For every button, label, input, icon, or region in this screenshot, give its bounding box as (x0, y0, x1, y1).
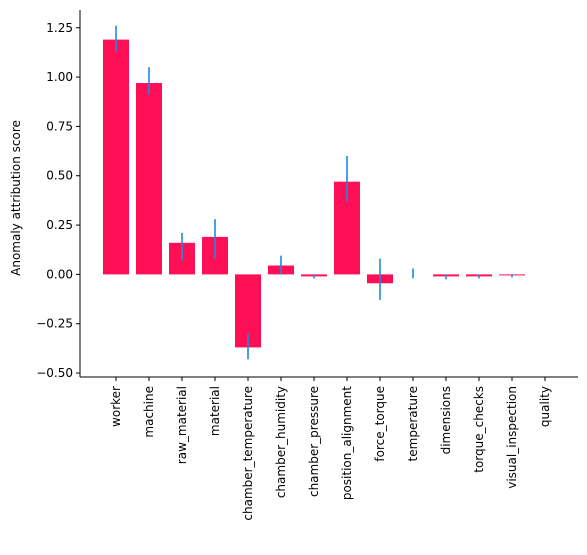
x-tick-label: chamber_temperature (241, 386, 255, 521)
x-tick-label: force_torque (373, 386, 387, 462)
x-ticks-layer: worker machine raw_material material chamber… (109, 377, 552, 521)
y-tick-label: −0.25 (36, 317, 73, 331)
axes-layer (79, 10, 578, 378)
y-tick-label: 0.50 (46, 169, 73, 183)
bar-machine (136, 83, 162, 275)
x-tick-label: chamber_pressure (307, 386, 321, 497)
y-tick-label: 0.75 (46, 119, 73, 133)
x-tick-label: dimensions (439, 386, 453, 454)
x-tick-label: machine (142, 386, 156, 438)
y-tick-label: 0.25 (46, 218, 73, 232)
x-tick-label: raw_material (175, 386, 189, 464)
x-tick-label: position_alignment (340, 386, 354, 500)
y-tick-label: −0.50 (36, 366, 73, 380)
y-tick-label: 1.00 (46, 70, 73, 84)
x-tick-label: chamber_humidity (274, 386, 288, 498)
x-tick-label: torque_checks (472, 386, 486, 473)
y-tick-label: 1.25 (46, 21, 73, 35)
y-tick-label: 0.00 (46, 267, 73, 281)
x-tick-label: material (208, 386, 222, 436)
x-tick-label: worker (109, 386, 123, 427)
bar-worker (103, 39, 129, 275)
error-bars-layer (115, 25, 513, 360)
y-axis-label: Anomaly attribution score (9, 120, 23, 276)
x-tick-label: temperature (406, 386, 420, 461)
x-tick-label: visual_inspection (505, 386, 519, 489)
y-ticks-layer: −0.50 −0.25 0.00 0.25 0.50 0.75 1.00 1.25 (36, 21, 80, 380)
bars-layer (103, 39, 525, 348)
x-tick-label: quality (538, 386, 552, 427)
